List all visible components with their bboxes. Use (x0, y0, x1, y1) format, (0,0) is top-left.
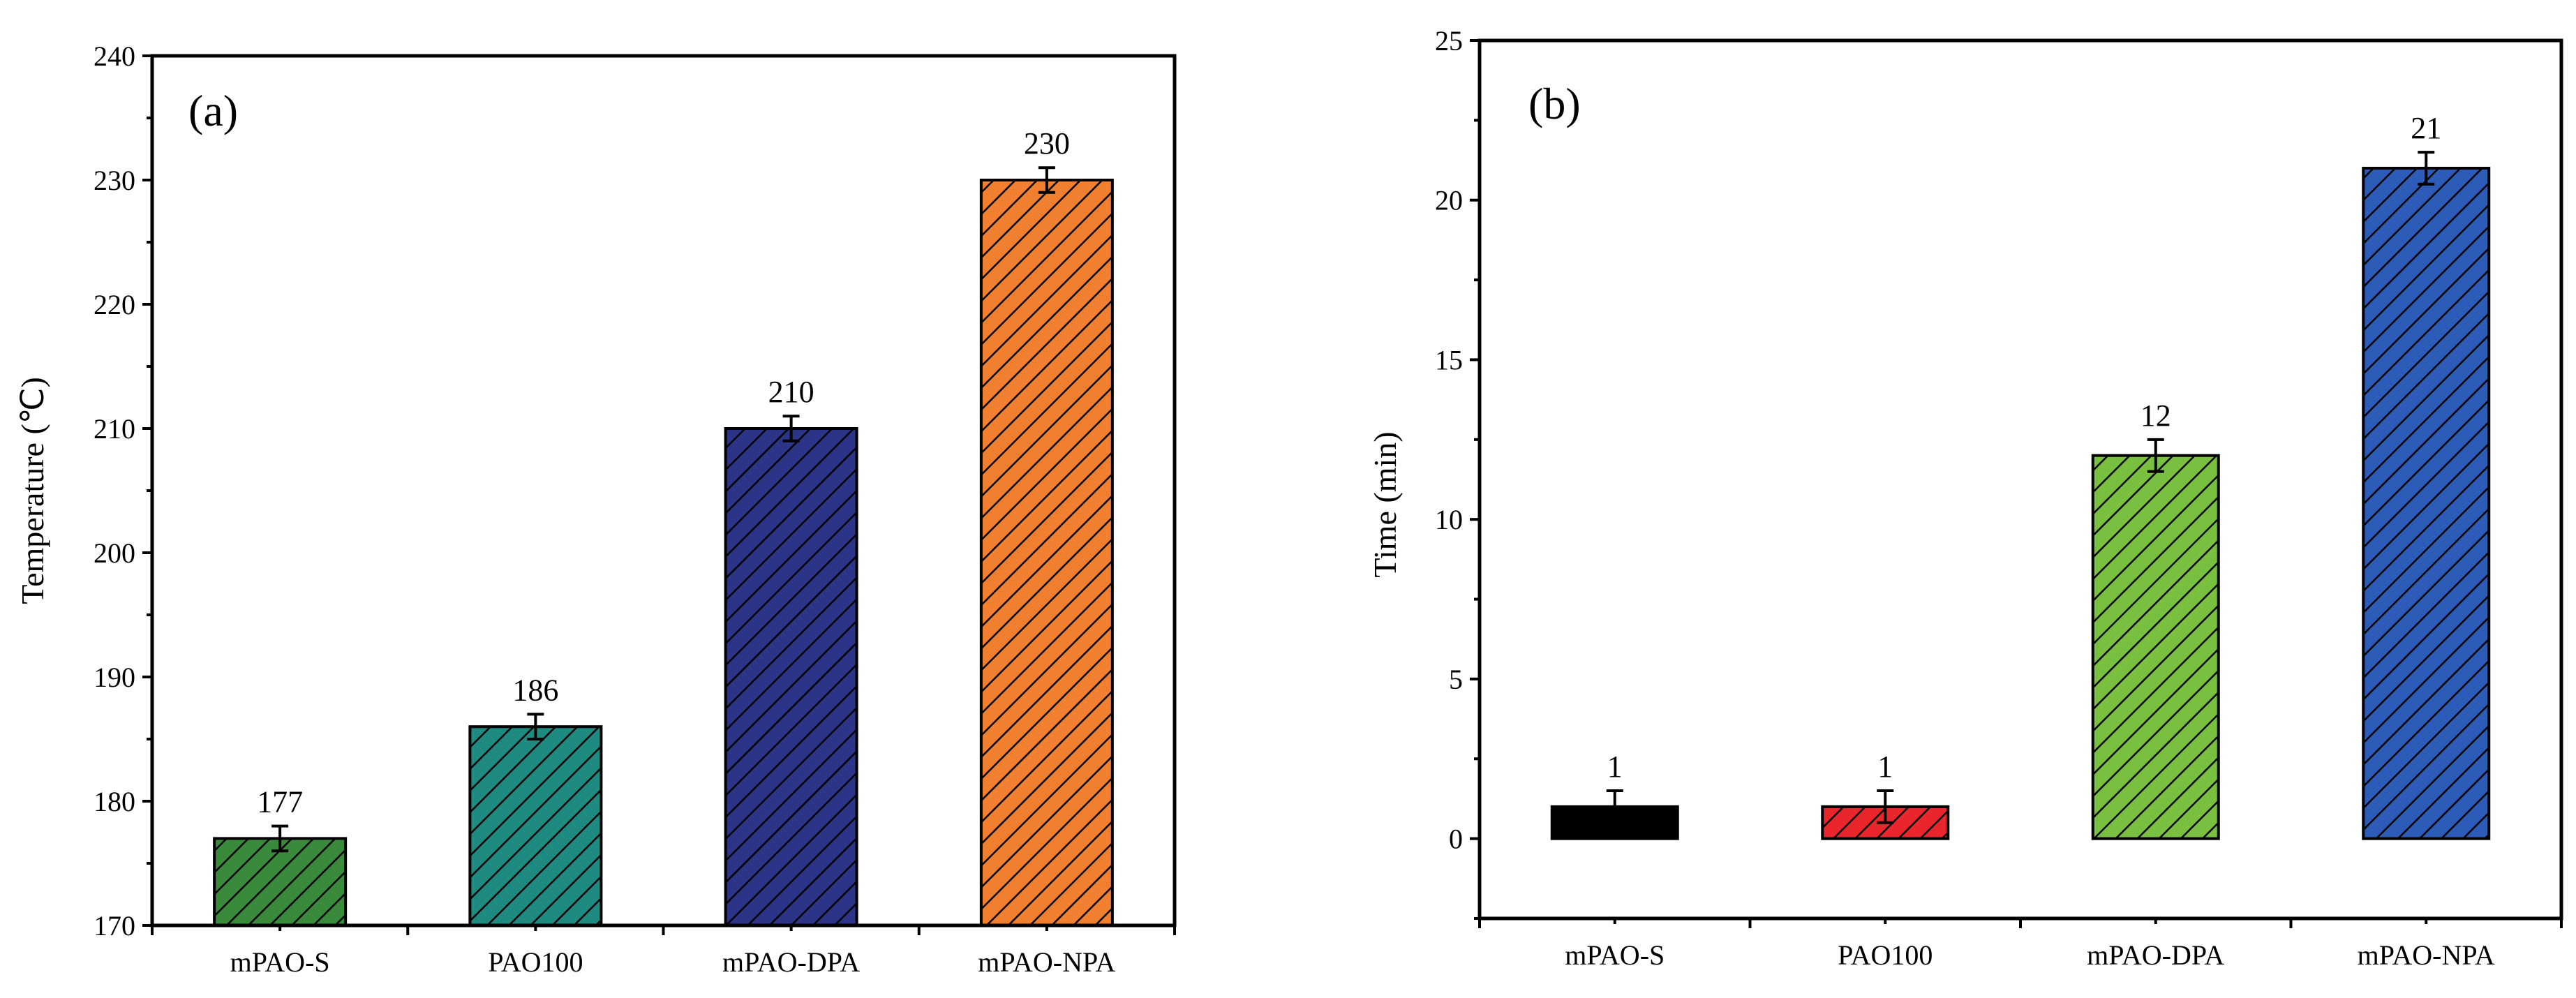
bar-value-label: 1 (1607, 750, 1623, 784)
y-tick-label: 20 (1435, 185, 1463, 216)
chart-panel-b: 1 1 12 21 0 5 10 15 20 25 mPAO-S PAO100 mPAO-DPA mPAO… (1367, 25, 2563, 971)
x-tick-label: mPAO-DPA (2087, 939, 2224, 971)
panel-label: (a) (188, 86, 238, 135)
bar-value-label: 1 (1877, 750, 1893, 784)
y-tick-label: 210 (94, 413, 135, 445)
bar-value-label: 21 (2411, 111, 2441, 145)
y-tick-label: 15 (1435, 344, 1463, 375)
y-tick-label: 25 (1435, 25, 1463, 57)
x-tick-label: mPAO-DPA (722, 946, 860, 978)
y-tick-label: 190 (94, 662, 135, 693)
chart-panel-a: 177 186 210 230 170 180 190 200 210 220 230 240 mPAO… (15, 40, 1177, 978)
bar-value-label: 12 (2141, 399, 2171, 433)
bar-mpao-s (213, 837, 348, 928)
panel-label: (b) (1528, 79, 1581, 128)
y-tick-label: 0 (1449, 824, 1463, 855)
x-tick-label: PAO100 (488, 946, 583, 978)
x-tick-label: mPAO-S (1565, 939, 1665, 971)
y-tick-label: 5 (1449, 664, 1463, 695)
y-tick-label: 220 (94, 289, 135, 320)
x-tick-label: mPAO-NPA (978, 946, 1115, 978)
bar-value-label: 177 (257, 785, 303, 819)
bar-mpao-dpa (2091, 454, 2220, 840)
bar-value-label: 230 (1024, 126, 1070, 161)
y-tick-label: 180 (94, 786, 135, 817)
bar-pao100 (468, 725, 603, 927)
y-tick-label: 230 (94, 165, 135, 196)
y-tick-label: 10 (1435, 504, 1463, 535)
y-tick-label: 170 (94, 910, 135, 941)
x-tick-label: PAO100 (1838, 939, 1933, 971)
x-tick-label: mPAO-NPA (2358, 939, 2495, 971)
y-axis-title: Time (min) (1367, 431, 1403, 577)
y-axis-title: Temperature (℃) (15, 377, 50, 604)
bar-mpao-npa (979, 179, 1114, 927)
bar-value-label: 210 (768, 375, 814, 409)
x-tick-label: mPAO-S (230, 946, 330, 978)
bar-value-label: 186 (512, 673, 558, 707)
y-tick-label: 200 (94, 537, 135, 569)
y-tick-label: 240 (94, 40, 135, 72)
bar-mpao-npa (2362, 166, 2491, 840)
bar-mpao-dpa (724, 427, 858, 927)
